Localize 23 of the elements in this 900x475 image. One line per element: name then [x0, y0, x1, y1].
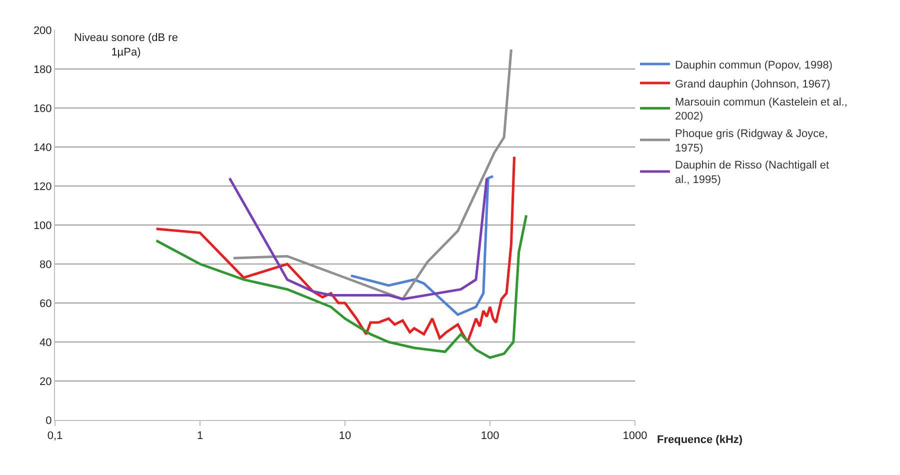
y-tick-label: 140	[33, 142, 52, 154]
legend-label: Marsouin commun (Kastelein et al., 2002)	[675, 96, 848, 123]
x-tick-label: 100	[480, 430, 500, 442]
y-tick-label: 160	[33, 102, 52, 115]
x-tick-label: 0,1	[47, 430, 63, 442]
x-tick-label: 1000	[622, 430, 648, 442]
legend-label: Dauphin commun (Popov, 1998)	[675, 59, 833, 72]
x-tick-label: 1	[196, 430, 204, 442]
y-tick-label: 20	[40, 376, 52, 388]
y-tick-label: 120	[33, 180, 52, 193]
legend-label: Dauphin de Risso (Nachtigall et al., 1995)	[675, 160, 830, 186]
x-axis-title: Frequence (kHz)	[657, 434, 743, 446]
legend-label: Phoque gris (Ridgway & Joyce, 1975)	[675, 128, 828, 154]
x-tick-label: 10	[338, 430, 352, 442]
y-tick-label: 60	[40, 298, 52, 310]
y-tick-label: 40	[40, 336, 52, 349]
y-tick-label: 80	[40, 258, 52, 271]
y-tick-label: 180	[33, 64, 52, 76]
y-tick-label: 0	[46, 414, 52, 427]
y-tick-label: 200	[33, 24, 52, 37]
y-axis-title: Niveau sonore (dB re 1µPa)	[74, 32, 178, 58]
y-tick-label: 100	[33, 220, 52, 232]
legend-label: Grand dauphin (Johnson, 1967)	[675, 78, 830, 90]
